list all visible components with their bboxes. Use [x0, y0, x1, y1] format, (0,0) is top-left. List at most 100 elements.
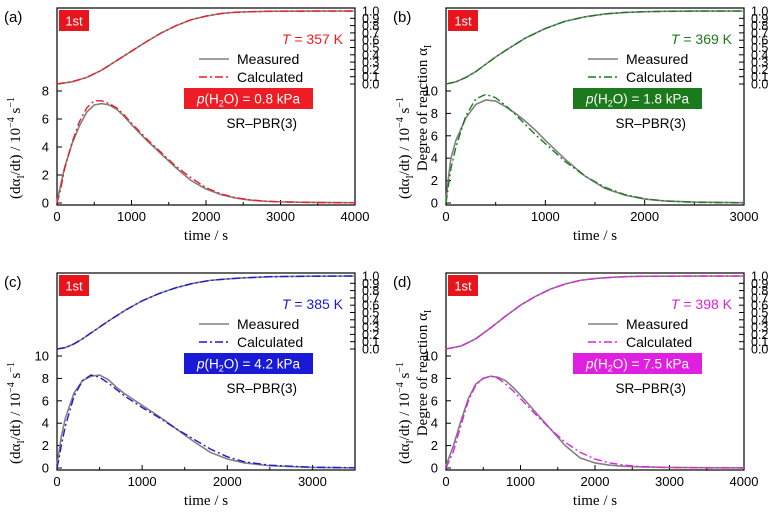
y-label-exp: −4 — [395, 382, 406, 393]
alpha-tick-label: 0.6 — [751, 34, 768, 48]
x-tick-label: 2000 — [630, 209, 659, 224]
cycle-badge-label: 1st — [454, 279, 472, 294]
alpha-tick-label: 1.0 — [751, 5, 768, 19]
x-tick-label: 0 — [53, 474, 60, 489]
x-axis-label: time / s — [573, 228, 617, 244]
model-label: SR–PBR(3) — [226, 381, 297, 396]
temperature-value: = 398 K — [679, 296, 732, 312]
rate-measured-line — [445, 99, 745, 204]
pressure-badge-label: p(H2O) = 1.8 kPa — [585, 92, 689, 109]
y-axis-label: (dαI/dt) / 10−4 s−1 — [395, 97, 416, 199]
rate-calculated-line — [445, 375, 745, 469]
y-label-sub: I — [16, 440, 27, 443]
rate-measured-line — [56, 374, 356, 469]
legend-measured-label: Measured — [626, 51, 688, 67]
y-label-unit: s — [8, 372, 24, 382]
pressure-symbol: p — [196, 357, 205, 372]
alpha-tick-label: 0.4 — [751, 313, 768, 327]
pressure-value: 0.8 kPa — [254, 92, 300, 107]
pressure-open: (H — [205, 357, 219, 372]
x-tick-label: 1000 — [128, 474, 157, 489]
pressure-close: O) = — [613, 357, 643, 372]
pressure-badge-box — [573, 88, 702, 109]
alpha-calculated-line — [56, 10, 356, 85]
x-tick-label: 2000 — [213, 474, 242, 489]
model-label: SR–PBR(3) — [615, 116, 686, 131]
x-tick-label: 2000 — [581, 474, 610, 489]
y-tick-label: 0 — [431, 196, 438, 211]
y-tick-label: 10 — [424, 349, 438, 364]
model-label: SR–PBR(3) — [615, 381, 686, 396]
alpha-tick-label: 0.0 — [751, 343, 768, 357]
pressure-symbol: p — [196, 92, 205, 107]
pressure-value: 1.8 kPa — [643, 92, 689, 107]
alpha-tick-label: 1.0 — [362, 270, 379, 284]
y-tick-label: 2 — [431, 173, 438, 188]
pressure-sub: 2 — [219, 99, 224, 109]
cycle-badge-box — [448, 10, 478, 31]
temperature-value: = 357 K — [290, 31, 343, 47]
temperature-value: = 385 K — [290, 296, 343, 312]
y-label-suffix: /dt) / 10 — [397, 393, 413, 441]
alpha-tick-label: 0.1 — [751, 335, 768, 349]
legend-measured-label: Measured — [237, 51, 299, 67]
pressure-open: (H — [594, 92, 608, 107]
alpha-tick-label: 0.3 — [751, 321, 768, 335]
pressure-badge-box — [184, 88, 313, 109]
y-label-unit: s — [397, 372, 413, 382]
panel-letter: (c) — [4, 274, 22, 291]
y-tick-label: 6 — [42, 112, 49, 127]
rate-calculated-line — [445, 93, 745, 204]
alpha-tick-label: 0.5 — [751, 41, 768, 55]
alpha-tick-label: 0.9 — [362, 277, 379, 291]
model-label: SR–PBR(3) — [226, 116, 297, 131]
y-label-prefix: (dα — [397, 179, 413, 199]
alpha-tick-label: 0.8 — [362, 284, 379, 298]
alpha-tick-label: 0.3 — [362, 321, 379, 335]
alpha-tick-label: 0.6 — [751, 299, 768, 313]
pressure-badge-label: p(H2O) = 0.8 kPa — [196, 92, 300, 109]
temperature-symbol: T — [671, 31, 681, 47]
x-axis-label: time / s — [184, 228, 228, 244]
legend-measured-label: Measured — [237, 316, 299, 332]
alpha-tick-label: 0.5 — [362, 41, 379, 55]
alpha-tick-label: 0.9 — [751, 12, 768, 26]
alpha-tick-label: 0.4 — [362, 313, 379, 327]
alpha-label-sub: I — [423, 45, 434, 48]
alpha-label-main: Degree of reaction α — [415, 313, 431, 436]
x-tick-label: 0 — [442, 474, 449, 489]
alpha-measured-line — [445, 10, 745, 85]
temperature-value: = 369 K — [679, 31, 732, 47]
y-label-unit-exp: −1 — [6, 97, 17, 108]
temperature-label: T = 357 K — [282, 31, 344, 47]
alpha-label-sub: I — [423, 310, 434, 313]
legend-calculated-label: Calculated — [626, 69, 692, 85]
alpha-tick-label: 0.2 — [362, 328, 379, 342]
y-label-unit-exp: −1 — [395, 97, 406, 108]
y-label-suffix: /dt) / 10 — [8, 128, 24, 176]
x-tick-label: 3000 — [298, 474, 327, 489]
alpha-tick-label: 0.2 — [362, 63, 379, 77]
y-label-prefix: (dα — [397, 444, 413, 464]
alpha-tick-label: 0.0 — [362, 343, 379, 357]
legend-calculated-label: Calculated — [237, 334, 303, 350]
alpha-axis-label: Degree of reaction αI — [415, 45, 434, 172]
alpha-tick-label: 0.9 — [751, 277, 768, 291]
x-tick-label: 4000 — [730, 474, 759, 489]
y-tick-label: 4 — [431, 416, 438, 431]
pressure-value: 4.2 kPa — [254, 357, 300, 372]
alpha-tick-label: 0.0 — [362, 78, 379, 92]
pressure-close: O) = — [224, 92, 254, 107]
y-tick-label: 8 — [431, 106, 438, 121]
alpha-tick-label: 1.0 — [362, 5, 379, 19]
y-label-prefix: (dα — [8, 179, 24, 199]
alpha-axis-label: Degree of reaction αI — [415, 310, 434, 437]
x-tick-label: 0 — [53, 209, 60, 224]
x-tick-label: 2000 — [192, 209, 221, 224]
alpha-tick-label: 0.9 — [362, 12, 379, 26]
y-tick-label: 8 — [431, 371, 438, 386]
